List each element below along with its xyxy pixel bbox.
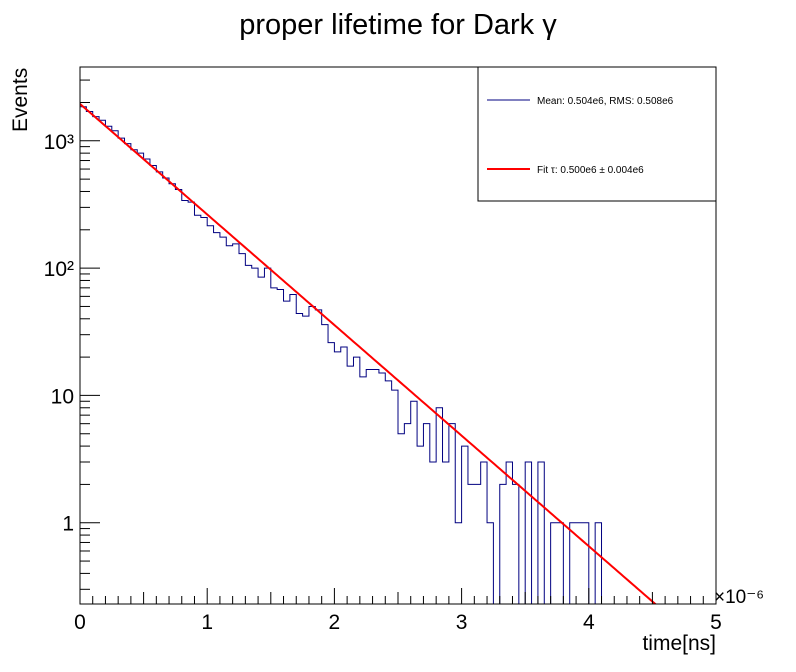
x-tick-label: 5: [710, 611, 722, 634]
x-scale-label: ×10⁻⁶: [714, 587, 764, 608]
legend-box: [477, 66, 717, 202]
chart-title: proper lifetime for Dark γ: [239, 9, 557, 41]
x-tick-label: 2: [329, 611, 341, 634]
y-tick-label: 10²: [44, 258, 74, 281]
y-axis-label: Events: [9, 68, 32, 132]
x-axis-label: time[ns]: [642, 632, 716, 655]
tick-labels: 0 1 2 3 4 5 1 10 10² 10³: [44, 131, 722, 634]
x-tick-label: 4: [583, 611, 595, 634]
fit-curve: [80, 103, 658, 604]
y-tick-label: 10: [51, 385, 74, 408]
x-tick-label: 3: [456, 611, 468, 634]
y-tick-label: 1: [62, 513, 74, 536]
x-tick-label: 0: [74, 611, 86, 634]
legend: Mean: 0.504e6, RMS: 0.508e6 Fit τ: 0.500…: [477, 66, 717, 202]
y-tick-label: 10³: [44, 131, 74, 154]
axis-ticks: [79, 79, 717, 604]
x-tick-label: 1: [201, 611, 213, 634]
legend-entry-histogram: Mean: 0.504e6, RMS: 0.508e6: [537, 96, 674, 107]
legend-entry-fit: Fit τ: 0.500e6 ± 0.004e6: [537, 165, 644, 176]
